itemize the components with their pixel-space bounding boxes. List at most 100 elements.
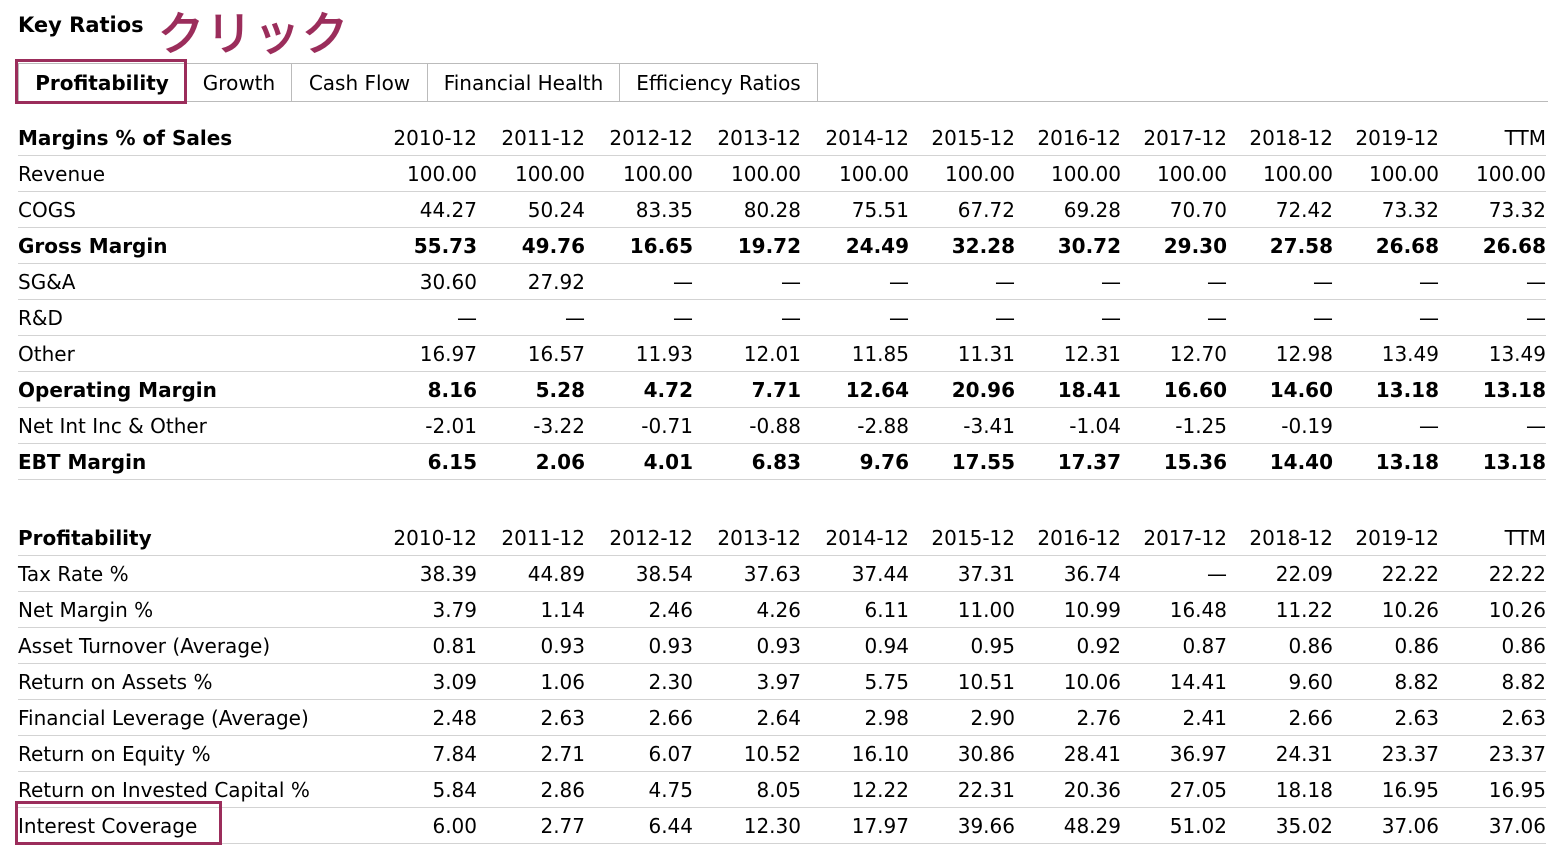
table-cell: 6.00 [370,807,477,844]
table-cell: 100.00 [1227,155,1333,192]
table-cell: 2.86 [477,771,585,808]
table-row: EBT Margin 6.15 2.06 4.01 6.83 9.76 17.55 17.37… [18,443,1546,480]
tab-financial-health[interactable]: Financial Health [427,63,620,101]
table-row: Net Int Inc & Other -2.01 -3.22 -0.71 -0.88-… [18,407,1546,444]
tab-efficiency-ratios[interactable]: Efficiency Ratios [619,63,818,101]
table-row: Return on Equity % 7.84 2.71 6.07 10.52 16.10… [18,735,1546,772]
table-cell: 3.97 [693,663,801,700]
table-cell: 2.63 [1439,699,1546,736]
table-cell: 10.26 [1439,591,1546,628]
table-cell: 72.42 [1227,191,1333,228]
table-cell: 37.06 [1333,807,1439,844]
table-cell: 22.09 [1227,555,1333,592]
column-header: 2010-12 [370,520,477,556]
column-header: 2013-12 [693,120,801,156]
table-cell: 2.63 [1333,699,1439,736]
table-row: Financial Leverage (Average) 2.48 2.63 2.66… [18,699,1546,736]
table-cell: 36.74 [1015,555,1121,592]
table-row: Interest Coverage 6.00 2.77 6.44 12.30 17.97 3… [18,807,1546,844]
tab-growth[interactable]: Growth [186,63,292,101]
table-cell: 16.95 [1439,771,1546,808]
table-cell: 37.63 [693,555,801,592]
table-cell: 12.98 [1227,335,1333,372]
profitability-table: Profitability 2010-12 2011-12 2012-12 2013-1… [18,520,1546,844]
table-cell: 2.90 [909,699,1015,736]
table-cell: 6.44 [585,807,693,844]
column-header: 2011-12 [477,520,585,556]
section-title: Margins % of Sales [18,120,370,156]
table-cell: 16.95 [1333,771,1439,808]
table-cell: — [1333,263,1439,300]
table-cell: -0.88 [693,407,801,444]
row-label: Financial Leverage (Average) [18,699,370,736]
row-label: Return on Equity % [18,735,370,772]
row-label: Return on Invested Capital % [18,771,370,808]
table-cell: 28.41 [1015,735,1121,772]
table-row: R&D — — — — — — — — — — — [18,299,1546,336]
table-header-row: Margins % of Sales 2010-12 2011-12 2012-12 2… [18,120,1546,156]
table-cell: 6.15 [370,443,477,480]
table-cell: 2.64 [693,699,801,736]
row-label: Operating Margin [18,371,370,408]
table-cell: 7.84 [370,735,477,772]
table-cell: 8.16 [370,371,477,408]
table-cell: 2.46 [585,591,693,628]
table-cell: -0.71 [585,407,693,444]
table-cell: 11.31 [909,335,1015,372]
column-header: 2018-12 [1227,520,1333,556]
table-cell: 18.18 [1227,771,1333,808]
table-cell: 24.49 [801,227,909,264]
table-cell: — [585,263,693,300]
table-cell: 69.28 [1015,191,1121,228]
annotation-label: クリック [158,7,350,61]
row-label: Revenue [18,155,370,192]
table-cell: 10.51 [909,663,1015,700]
table-cell: 100.00 [909,155,1015,192]
tab-profitability[interactable]: Profitability [18,63,186,101]
table-cell: 24.31 [1227,735,1333,772]
table-cell: 5.75 [801,663,909,700]
table-cell: 27.58 [1227,227,1333,264]
table-cell: — [1439,299,1546,336]
table-cell: 10.26 [1333,591,1439,628]
table-cell: 26.68 [1333,227,1439,264]
table-cell: — [1439,407,1546,444]
table-cell: 11.22 [1227,591,1333,628]
table-cell: 100.00 [693,155,801,192]
table-cell: 49.76 [477,227,585,264]
table-cell: 10.06 [1015,663,1121,700]
table-row: Return on Invested Capital % 5.84 2.86 4.75… [18,771,1546,808]
table-cell: 14.60 [1227,371,1333,408]
table-cell: 30.60 [370,263,477,300]
column-header: 2014-12 [801,520,909,556]
table-cell: 2.98 [801,699,909,736]
table-cell: 0.94 [801,627,909,664]
table-cell: 0.92 [1015,627,1121,664]
table-cell: 13.18 [1439,443,1546,480]
tab-cash-flow[interactable]: Cash Flow [291,63,428,101]
table-cell: — [1227,299,1333,336]
table-cell: 0.81 [370,627,477,664]
table-row: Asset Turnover (Average) 0.81 0.93 0.93 0.93… [18,627,1546,664]
table-cell: 1.06 [477,663,585,700]
table-cell: 18.41 [1015,371,1121,408]
table-cell: 6.11 [801,591,909,628]
table-cell: -1.25 [1121,407,1227,444]
table-cell: — [1333,299,1439,336]
table-cell: 2.30 [585,663,693,700]
table-row: Revenue 100.00 100.00 100.00 100.00 100.00 100… [18,155,1546,192]
table-cell: 22.31 [909,771,1015,808]
table-cell: 100.00 [477,155,585,192]
table-cell: — [1227,263,1333,300]
column-header: 2017-12 [1121,520,1227,556]
table-cell: 9.76 [801,443,909,480]
table-cell: 2.76 [1015,699,1121,736]
row-label: Asset Turnover (Average) [18,627,370,664]
table-cell: 83.35 [585,191,693,228]
table-cell: 80.28 [693,191,801,228]
table-cell: 0.87 [1121,627,1227,664]
table-cell: — [1439,263,1546,300]
table-cell: 3.09 [370,663,477,700]
table-cell: 0.86 [1439,627,1546,664]
table-cell: 100.00 [801,155,909,192]
